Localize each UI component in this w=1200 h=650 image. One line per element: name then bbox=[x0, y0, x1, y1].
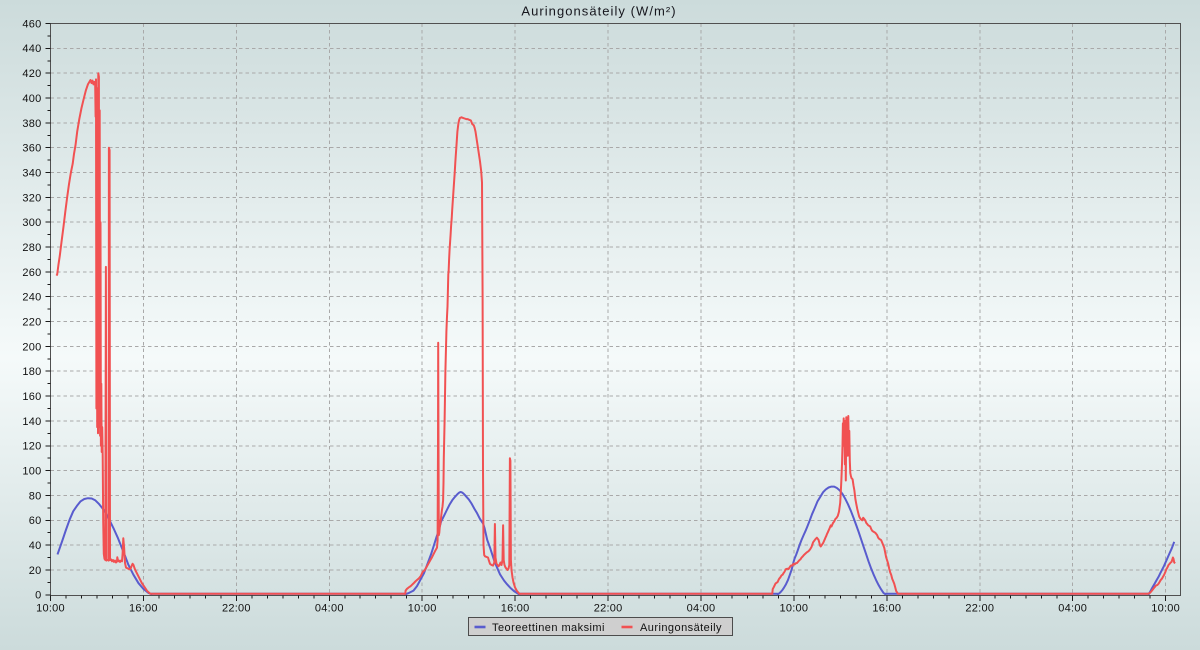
svg-text:180: 180 bbox=[22, 366, 41, 378]
svg-text:10:00: 10:00 bbox=[408, 603, 437, 615]
svg-text:420: 420 bbox=[22, 68, 41, 80]
svg-text:22:00: 22:00 bbox=[594, 603, 623, 615]
svg-text:16:00: 16:00 bbox=[872, 603, 901, 615]
svg-text:340: 340 bbox=[22, 167, 41, 179]
svg-text:20: 20 bbox=[29, 565, 42, 577]
svg-text:320: 320 bbox=[22, 192, 41, 204]
svg-text:380: 380 bbox=[22, 118, 41, 130]
svg-text:120: 120 bbox=[22, 441, 41, 453]
svg-text:160: 160 bbox=[22, 391, 41, 403]
svg-text:300: 300 bbox=[22, 217, 41, 229]
svg-text:140: 140 bbox=[22, 416, 41, 428]
svg-text:360: 360 bbox=[22, 143, 41, 155]
svg-text:16:00: 16:00 bbox=[129, 603, 158, 615]
svg-text:Auringonsäteily (W/m²): Auringonsäteily (W/m²) bbox=[521, 4, 676, 19]
svg-text:22:00: 22:00 bbox=[965, 603, 994, 615]
svg-text:Teoreettinen maksimi: Teoreettinen maksimi bbox=[492, 622, 605, 634]
svg-text:400: 400 bbox=[22, 93, 41, 105]
svg-text:10:00: 10:00 bbox=[36, 603, 65, 615]
svg-text:220: 220 bbox=[22, 317, 41, 329]
svg-text:260: 260 bbox=[22, 267, 41, 279]
svg-text:04:00: 04:00 bbox=[1058, 603, 1087, 615]
svg-text:Auringonsäteily: Auringonsäteily bbox=[640, 622, 722, 634]
svg-text:04:00: 04:00 bbox=[315, 603, 344, 615]
svg-text:04:00: 04:00 bbox=[687, 603, 716, 615]
svg-text:10:00: 10:00 bbox=[1151, 603, 1180, 615]
svg-text:100: 100 bbox=[22, 466, 41, 478]
svg-text:440: 440 bbox=[22, 43, 41, 55]
svg-text:40: 40 bbox=[29, 540, 42, 552]
svg-text:200: 200 bbox=[22, 341, 41, 353]
svg-text:0: 0 bbox=[35, 590, 41, 602]
svg-text:460: 460 bbox=[22, 18, 41, 30]
svg-text:60: 60 bbox=[29, 515, 42, 527]
svg-text:22:00: 22:00 bbox=[222, 603, 251, 615]
svg-text:80: 80 bbox=[29, 490, 42, 502]
svg-text:10:00: 10:00 bbox=[780, 603, 809, 615]
svg-text:16:00: 16:00 bbox=[501, 603, 530, 615]
svg-text:280: 280 bbox=[22, 242, 41, 254]
svg-text:240: 240 bbox=[22, 292, 41, 304]
